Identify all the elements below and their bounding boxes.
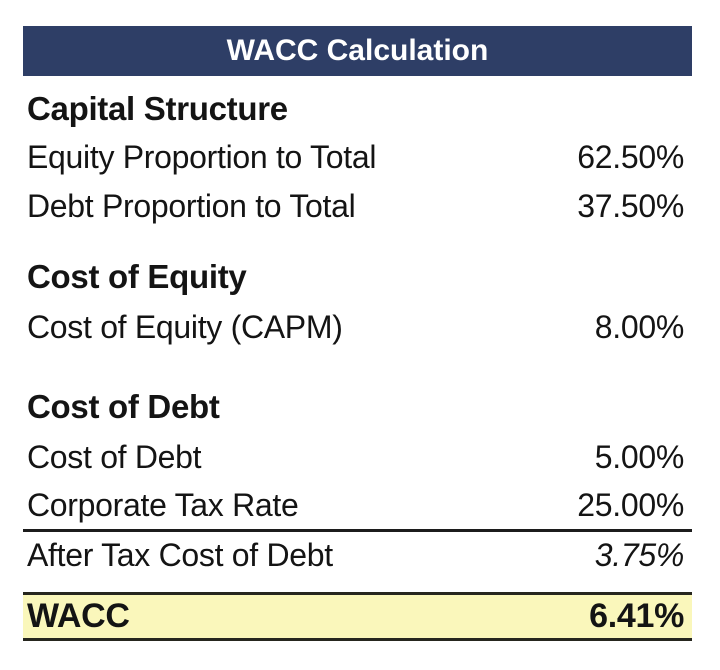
row-cost-of-equity-capm: Cost of Equity (CAPM) 8.00% xyxy=(23,302,692,352)
total-label: WACC xyxy=(27,597,130,635)
row-equity-proportion: Equity Proportion to Total 62.50% xyxy=(23,133,692,182)
table-body: Capital Structure Equity Proportion to T… xyxy=(23,84,692,641)
table-title: WACC Calculation xyxy=(226,34,489,67)
row-debt-proportion: Debt Proportion to Total 37.50% xyxy=(23,182,692,231)
total-value: 6.41% xyxy=(589,597,684,635)
section-spacer xyxy=(23,579,692,592)
row-value: 37.50% xyxy=(577,188,684,224)
row-label: Debt Proportion to Total xyxy=(27,188,356,224)
table-title-bar: WACC Calculation xyxy=(23,26,692,76)
section-header-label: Cost of Equity xyxy=(27,258,247,295)
row-value: 3.75% xyxy=(594,537,685,573)
row-wacc-total: WACC 6.41% xyxy=(23,592,692,641)
row-label: Cost of Equity (CAPM) xyxy=(27,308,343,345)
section-header-label: Capital Structure xyxy=(27,89,288,127)
section-spacer xyxy=(23,352,692,382)
row-label: Cost of Debt xyxy=(27,438,202,475)
row-value: 25.00% xyxy=(577,487,684,523)
row-cost-of-debt: Cost of Debt 5.00% xyxy=(23,432,692,482)
row-value: 5.00% xyxy=(594,438,685,475)
row-label: After Tax Cost of Debt xyxy=(27,537,333,573)
section-header-label: Cost of Debt xyxy=(27,388,220,425)
row-corporate-tax-rate: Corporate Tax Rate 25.00% xyxy=(23,482,692,529)
section-header-cost-of-debt: Cost of Debt xyxy=(23,382,692,432)
section-header-cost-of-equity: Cost of Equity xyxy=(23,252,692,302)
row-after-tax-cost-of-debt: After Tax Cost of Debt 3.75% xyxy=(23,529,692,579)
row-value: 62.50% xyxy=(577,139,684,175)
row-label: Corporate Tax Rate xyxy=(27,487,299,523)
row-label: Equity Proportion to Total xyxy=(27,139,377,175)
section-header-capital-structure: Capital Structure xyxy=(23,84,692,133)
row-value: 8.00% xyxy=(594,308,685,345)
section-spacer xyxy=(23,231,692,252)
